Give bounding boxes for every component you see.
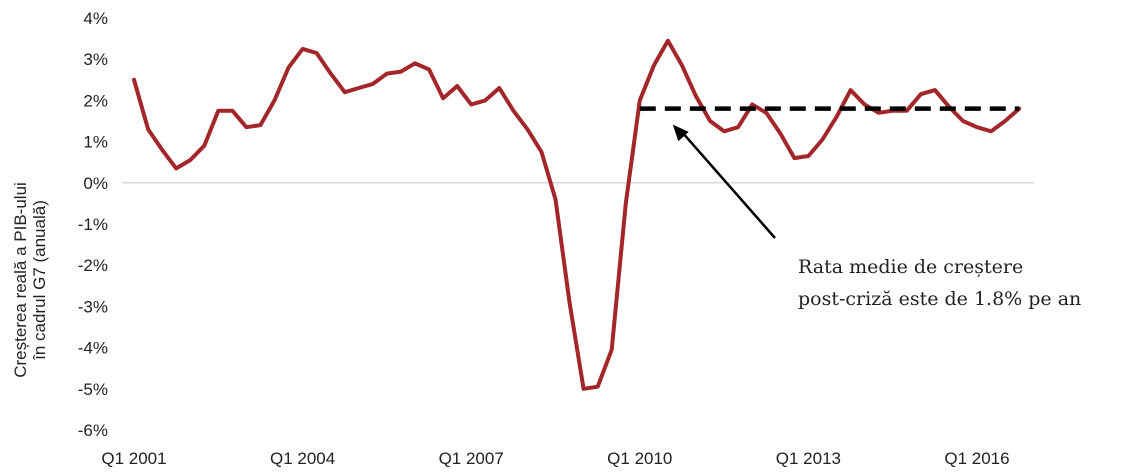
y-tick-label: 2% [83,91,108,110]
y-tick-label: -1% [78,215,108,234]
y-axis-ticks: 4% 3% 2% 1% 0% -1% -2% -3% -4% -5% -6% [78,9,108,440]
y-axis-label-line-1: Creșterea reală a PIB-ului [11,182,30,378]
x-tick-label: Q1 2004 [270,449,335,468]
annotation-arrow [679,129,776,239]
y-tick-label: -3% [78,297,108,316]
y-tick-label: 1% [83,133,108,152]
x-axis-ticks: Q1 2001 Q1 2004 Q1 2007 Q1 2010 Q1 2013 Q1 20… [101,449,1009,468]
y-tick-label: 3% [83,50,108,69]
y-tick-label: 0% [83,174,108,193]
x-tick-label: Q1 2007 [439,449,504,468]
gdp-growth-series-line [132,38,1022,391]
y-axis-label-line-2: în cadrul G7 (anuală) [30,200,49,361]
x-tick-label: Q1 2010 [607,449,672,468]
x-tick-label: Q1 2016 [944,449,1009,468]
annotation-text-line-2: post-criză este de 1.8% pe an [798,288,1081,310]
y-tick-label: -2% [78,256,108,275]
y-axis-label: Creșterea reală a PIB-ului în cadrul G7 … [11,182,49,378]
x-tick-label: Q1 2013 [776,449,841,468]
annotation-arrow-head [672,124,689,142]
y-tick-label: 4% [83,9,108,28]
x-tick-label: Q1 2001 [101,449,166,468]
annotation-text-line-1: Rata medie de creștere [798,256,1023,278]
annotation: Rata medie de creștere post-criză este d… [672,124,1081,310]
y-tick-label: -6% [78,421,108,440]
y-tick-label: -5% [78,380,108,399]
y-tick-label: -4% [78,339,108,358]
